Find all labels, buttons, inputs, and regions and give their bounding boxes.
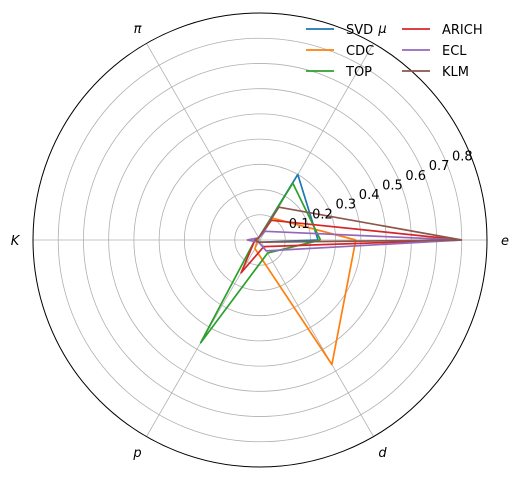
category-label: d: [378, 446, 387, 461]
legend-label: SVD: [346, 23, 373, 38]
legend-label: CDC: [346, 44, 374, 59]
spoke-line: [259, 239, 374, 437]
spoke-line: [146, 43, 261, 241]
legend-label: ARICH: [442, 23, 483, 38]
category-label: K: [11, 234, 21, 249]
legend-label: KLM: [442, 65, 469, 80]
polar-frame: [32, 12, 488, 468]
radial-tick-label: 0.1: [289, 217, 310, 232]
radial-tick-label: 0.3: [336, 198, 357, 213]
radial-tick-label: 0.4: [359, 188, 380, 203]
series-line-klm: [254, 206, 462, 244]
category-label: μ: [377, 22, 386, 37]
radial-tick-label: 0.7: [429, 159, 450, 174]
legend-label: ECL: [442, 44, 467, 59]
radial-tick-label: 0.6: [405, 169, 426, 184]
radial-tick-label: 0.5: [382, 178, 403, 193]
radial-tick-label: 0.8: [452, 150, 473, 165]
label-layer: 0.10.20.30.40.50.60.70.8 e μ π Kp d: [11, 22, 509, 461]
legend-label: TOP: [345, 65, 372, 80]
category-label: π: [134, 22, 142, 37]
series-layer: [199, 173, 462, 366]
grid-layer: [32, 12, 488, 468]
radial-tick-label: 0.2: [312, 207, 333, 222]
category-label: p: [132, 446, 141, 461]
category-label: e: [501, 234, 509, 249]
series-line-ecl: [246, 230, 462, 252]
legend: SVD CDC TOP ARICH ECL KLM: [306, 23, 483, 80]
